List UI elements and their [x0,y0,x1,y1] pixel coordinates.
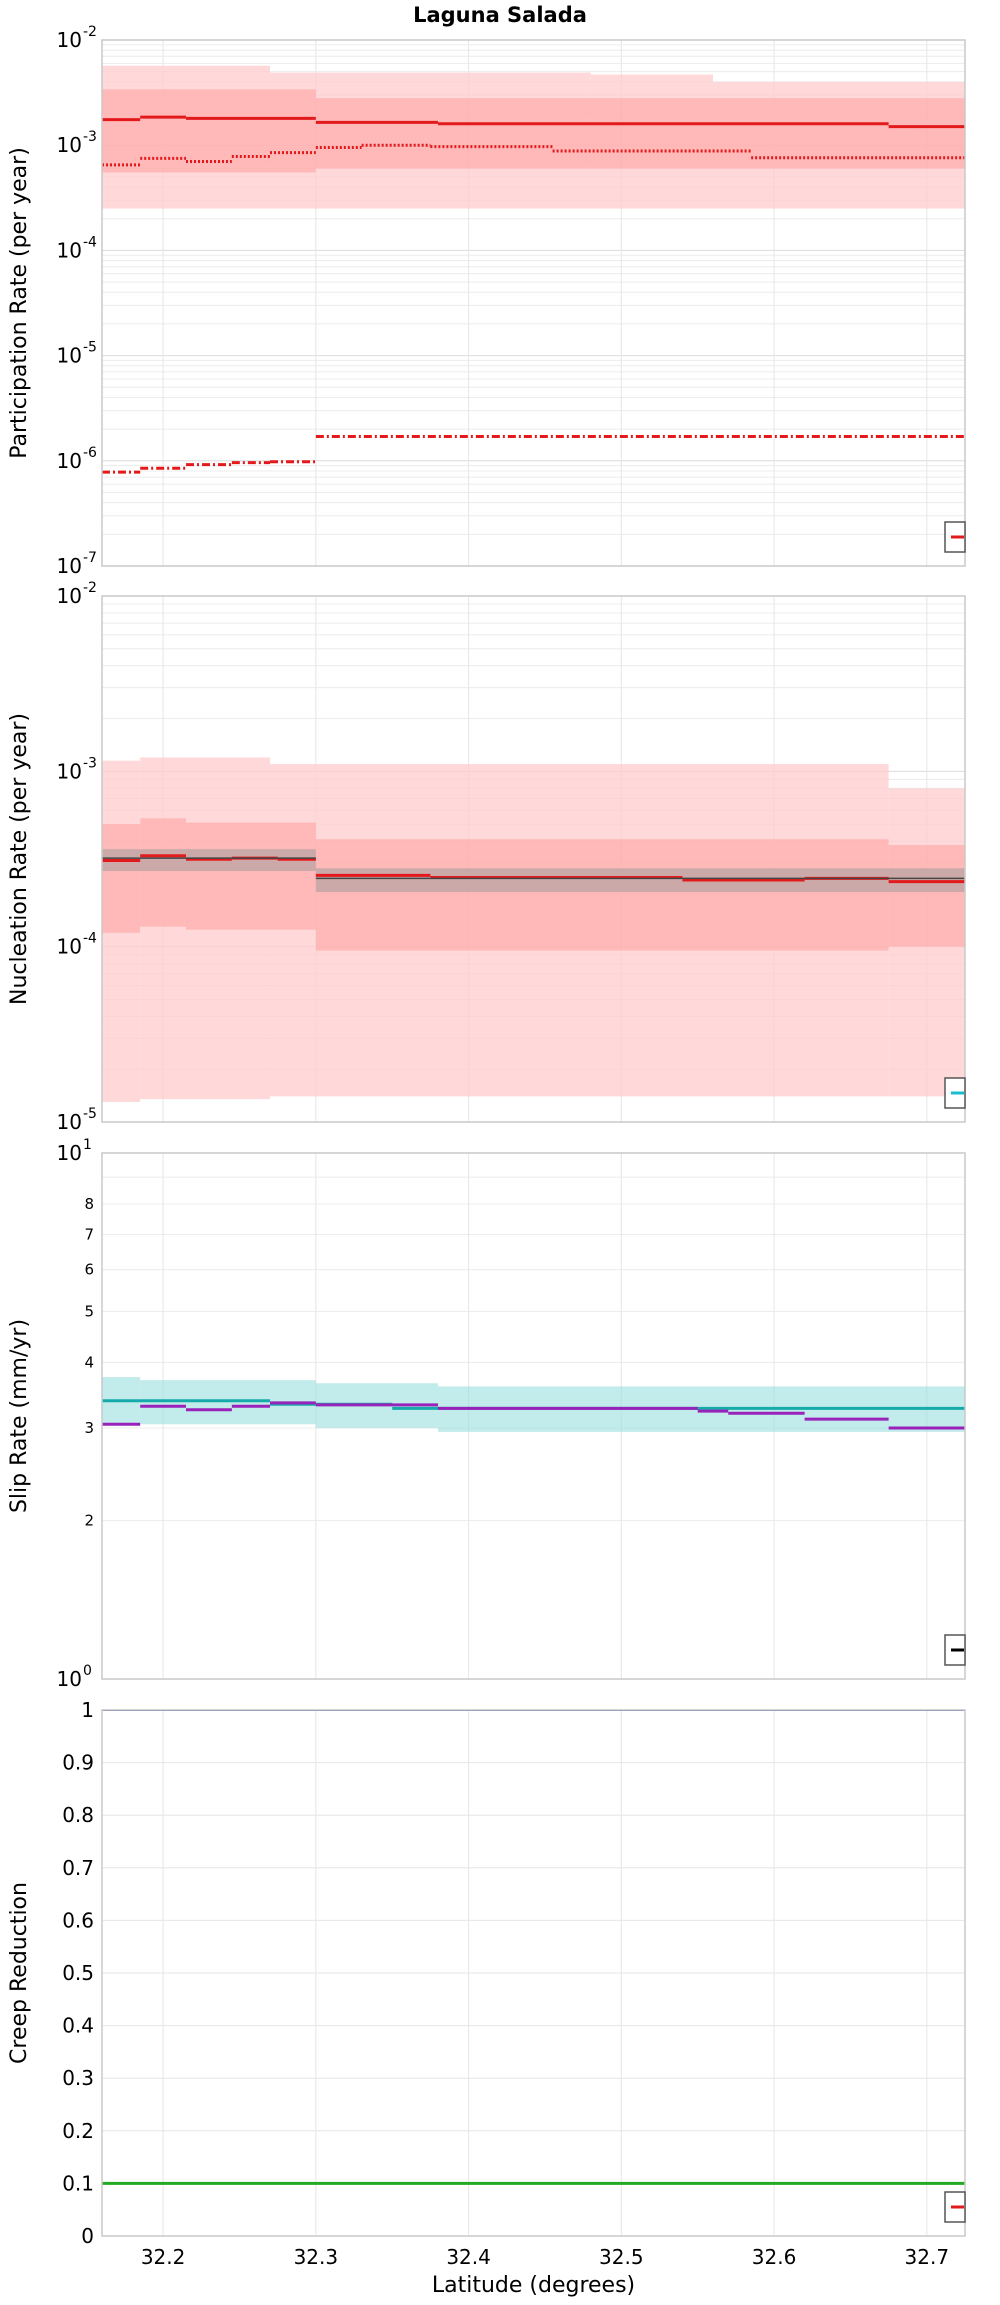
y-tick-exponent: -2 [83,580,97,596]
y-tick-label: 0.5 [62,1961,94,1985]
y-tick-exponent: -7 [83,550,97,566]
y-axis-label: Creep Reduction [7,1882,32,2064]
series-line [102,1401,965,1430]
legend [944,2191,966,2223]
x-tick-label: 32.6 [752,2245,797,2269]
confidence-band [102,1377,965,1432]
y-tick-exponent: 1 [83,1137,92,1153]
y-minor-tick-label: 7 [84,1225,94,1243]
series-line [102,435,965,474]
y-tick-exponent: 0 [83,1663,92,1679]
band-segment [315,839,889,951]
y-minor-tick-label: 2 [84,1512,94,1530]
y-tick-exponent: -3 [83,129,97,145]
panel-creep: 0 0.1 0.2 0.3 0.4 0.5 0.6 0.7 0.8 0.9 1 32.2 32.3 32.… [7,1698,966,2298]
legend [944,521,966,553]
grid [102,1709,965,2237]
y-minor-tick-label: 6 [84,1261,94,1279]
confidence-band [102,818,965,951]
y-tick-exponent: -2 [83,24,97,40]
band-segment [102,89,316,173]
y-tick-exponent: -5 [83,340,97,356]
x-axis-label: Latitude (degrees) [432,2273,635,2298]
band-segment [270,764,316,1097]
y-tick-label: 0.8 [62,1803,94,1827]
series-line [102,143,965,167]
y-tick-exponent: -4 [83,234,97,250]
y-tick-label: 1 [81,1698,94,1722]
y-minor-tick-label: 3 [84,1419,94,1437]
y-tick-label: 10 [57,449,82,473]
y-axis-label: Slip Rate (mm/yr) [7,1319,32,1513]
y-axis-label: Nucleation Rate (per year) [7,713,32,1005]
y-tick-label: 0.3 [62,2066,94,2090]
legend [944,1634,966,1666]
y-tick-label: 0.9 [62,1751,94,1775]
band-segment [315,868,965,893]
y-minor-tick-label: 4 [84,1353,94,1371]
legend [944,1077,966,1109]
x-tick-label: 32.5 [599,2245,644,2269]
plot-frame [101,39,966,567]
y-tick-label: 0 [81,2224,94,2248]
band-segment [140,818,187,927]
x-tick-label: 32.4 [446,2245,491,2269]
y-axis-label: Participation Rate (per year) [7,147,32,459]
band-segment [888,845,965,947]
x-tick-label: 32.2 [141,2245,186,2269]
band-segment [186,822,316,930]
y-tick-exponent: -3 [83,755,97,771]
y-tick-label: 10 [57,1110,82,1134]
y-tick-label: 10 [57,28,82,52]
series-line [102,115,965,129]
band-segment [102,824,141,933]
y-tick-label: 10 [57,1141,82,1165]
y-minor-tick-label: 8 [84,1195,94,1213]
x-tick-label: 32.3 [294,2245,339,2269]
series-line [102,857,965,880]
y-tick-exponent: -5 [83,1106,97,1122]
y-tick-label: 10 [57,238,82,262]
y-tick-label: 10 [57,935,82,959]
y-tick-label: 10 [57,554,82,578]
y-tick-label: 10 [57,584,82,608]
plot-frame [101,1152,966,1680]
plot-frame [101,1709,966,2237]
y-tick-label: 0.1 [62,2171,94,2195]
y-tick-exponent: -6 [83,445,97,461]
y-tick-label: 10 [57,344,82,368]
y-tick-label: 0.4 [62,2014,94,2038]
y-tick-label: 0.6 [62,1908,94,1932]
y-tick-label: 10 [57,133,82,157]
y-tick-label: 0.7 [62,1856,94,1880]
plot-frame [101,595,966,1123]
x-tick-label: 32.7 [905,2245,950,2269]
figure-title: Laguna Salada [413,3,587,27]
y-tick-label: 10 [57,1667,82,1691]
y-tick-exponent: -4 [83,931,97,947]
y-tick-label: 10 [57,759,82,783]
y-minor-tick-label: 5 [84,1302,94,1320]
y-tick-label: 0.2 [62,2119,94,2143]
